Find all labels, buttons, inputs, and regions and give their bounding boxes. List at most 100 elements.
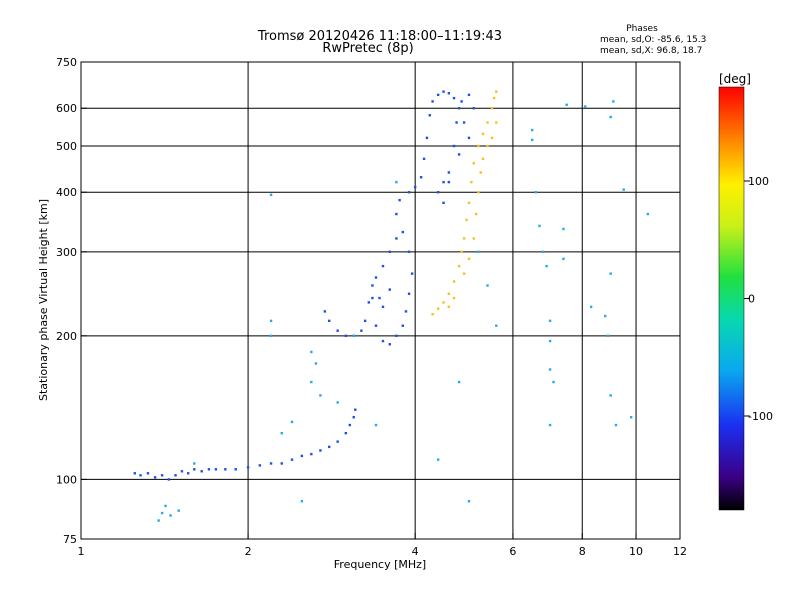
data-point	[609, 272, 612, 275]
data-point	[472, 162, 475, 165]
data-point	[436, 93, 440, 97]
colorbar-tick-label: -100	[748, 410, 773, 423]
data-point	[352, 416, 355, 419]
data-point	[474, 212, 478, 216]
x-tick-label: 6	[509, 545, 516, 558]
data-point	[457, 380, 461, 384]
colorbar-label: [deg]	[719, 72, 751, 86]
data-point	[467, 500, 471, 503]
data-point	[447, 171, 451, 174]
data-point	[413, 185, 417, 189]
data-point	[300, 500, 304, 503]
data-point	[395, 334, 398, 338]
data-point	[436, 458, 440, 461]
data-point	[431, 312, 434, 316]
data-point	[422, 157, 426, 161]
data-point	[531, 128, 534, 132]
data-point	[407, 292, 411, 295]
data-point	[269, 193, 273, 197]
data-point	[492, 96, 496, 100]
data-point	[327, 445, 331, 449]
data-point	[531, 138, 534, 142]
data-point	[486, 144, 489, 148]
data-point	[269, 334, 273, 338]
x-tick-label: 2	[245, 545, 252, 558]
data-point	[348, 423, 352, 427]
data-point	[467, 257, 471, 261]
data-point	[609, 115, 612, 119]
data-point	[481, 132, 485, 136]
data-point	[604, 314, 607, 318]
data-point	[467, 201, 471, 205]
data-point	[584, 105, 587, 108]
data-point	[495, 90, 498, 93]
data-point	[646, 212, 650, 216]
data-point	[457, 107, 461, 110]
y-axis-label: Stationary phase Virtual Height [km]	[37, 199, 50, 401]
y-tick-label: 300	[56, 246, 77, 259]
data-point	[465, 218, 468, 222]
data-point	[169, 514, 172, 517]
data-point	[622, 188, 625, 191]
data-point	[462, 272, 466, 275]
x-tick-label: 12	[673, 545, 687, 558]
data-point	[388, 288, 391, 291]
data-point	[160, 511, 164, 515]
data-point	[470, 180, 473, 184]
plot-area	[80, 61, 681, 540]
data-point	[344, 334, 348, 338]
data-point	[371, 284, 374, 287]
data-point	[404, 310, 408, 313]
data-point	[300, 454, 304, 458]
data-point	[336, 329, 339, 332]
data-point	[477, 144, 480, 148]
data-points	[133, 90, 650, 522]
data-point	[477, 250, 480, 254]
data-point	[360, 329, 363, 332]
data-point	[174, 474, 177, 477]
data-point	[442, 301, 445, 304]
data-point	[323, 310, 327, 313]
grid-lines	[81, 62, 680, 539]
data-point	[363, 319, 367, 323]
data-point	[562, 257, 565, 261]
y-tick-label: 200	[56, 330, 77, 343]
data-point	[436, 191, 440, 194]
x-tick-label: 4	[412, 545, 419, 558]
data-point	[193, 468, 196, 471]
data-point	[407, 191, 411, 194]
data-point	[442, 180, 445, 184]
data-point	[180, 470, 184, 473]
data-point	[541, 250, 545, 254]
data-point	[565, 103, 568, 107]
data-point	[545, 264, 548, 268]
data-point	[548, 423, 552, 427]
data-point	[395, 212, 398, 216]
data-point	[457, 264, 461, 268]
data-point	[495, 121, 498, 124]
data-point	[310, 380, 313, 384]
data-point	[401, 324, 405, 327]
data-point	[388, 250, 391, 254]
data-point	[395, 180, 398, 184]
data-point	[164, 504, 167, 508]
data-point	[609, 394, 612, 397]
data-point	[467, 136, 471, 140]
data-point	[407, 250, 411, 254]
data-point	[455, 121, 458, 124]
data-point	[472, 107, 475, 110]
phases-stats-x: mean, sd,X: 96.8, 18.7	[600, 46, 702, 56]
data-point	[352, 334, 355, 338]
data-point	[133, 472, 136, 475]
data-point	[314, 362, 318, 365]
data-point	[460, 250, 463, 254]
data-point	[447, 305, 451, 309]
data-point	[200, 470, 203, 473]
data-point	[167, 478, 171, 481]
data-point	[495, 324, 498, 327]
data-point	[447, 180, 451, 184]
x-tick-label: 10	[629, 545, 643, 558]
data-point	[562, 227, 565, 231]
